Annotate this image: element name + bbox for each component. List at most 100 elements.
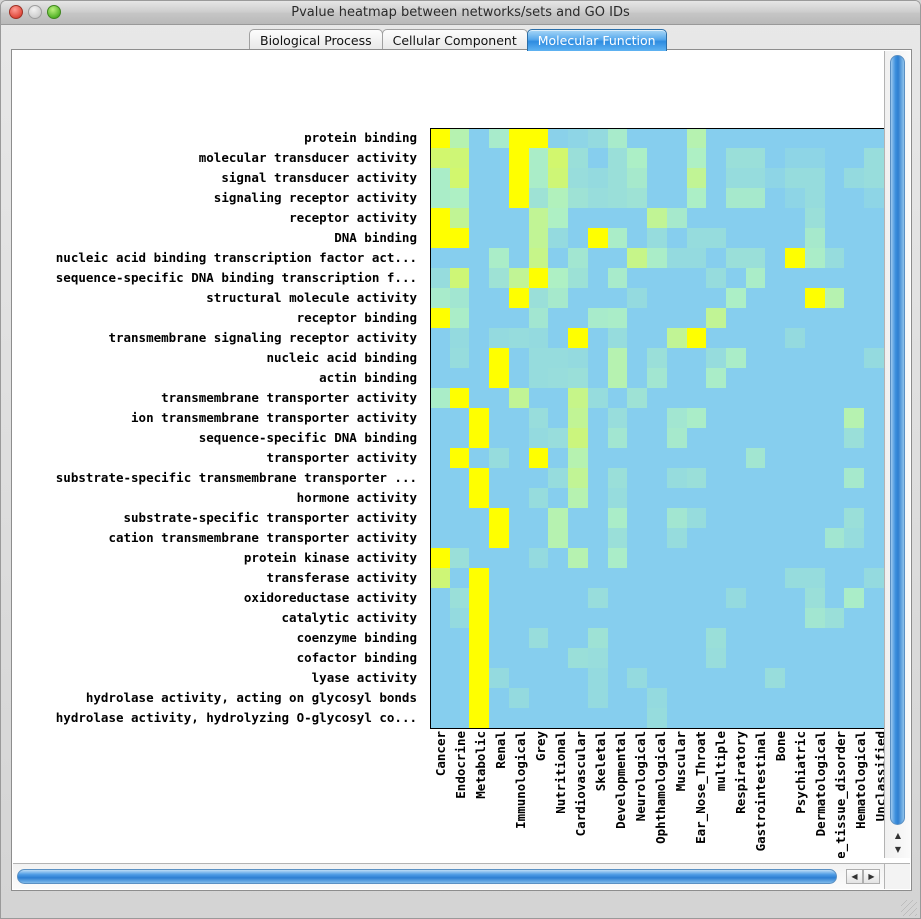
heatmap-cell[interactable] — [449, 368, 470, 388]
heatmap-cell[interactable] — [864, 288, 884, 308]
heatmap-cell[interactable] — [587, 528, 608, 548]
heatmap-cell[interactable] — [508, 628, 529, 648]
heatmap-cell[interactable] — [607, 668, 628, 688]
heatmap-cell[interactable] — [647, 228, 667, 248]
heatmap-cell[interactable] — [607, 368, 628, 388]
heatmap-cell[interactable] — [765, 288, 786, 308]
heatmap-cell[interactable] — [548, 508, 569, 528]
heatmap-cell[interactable] — [508, 648, 529, 668]
heatmap-cell[interactable] — [627, 568, 648, 588]
heatmap-cell[interactable] — [864, 168, 884, 188]
heatmap-cell[interactable] — [804, 488, 825, 508]
heatmap-cell[interactable] — [745, 268, 766, 288]
heatmap-cell[interactable] — [824, 208, 845, 228]
heatmap-cell[interactable] — [785, 608, 805, 628]
heatmap-cell[interactable] — [647, 548, 667, 568]
heatmap-cell[interactable] — [824, 408, 845, 428]
heatmap-cell[interactable] — [844, 528, 865, 548]
heatmap-cell[interactable] — [469, 688, 490, 708]
heatmap-cell[interactable] — [666, 688, 687, 708]
heatmap-cell[interactable] — [706, 708, 727, 728]
heatmap-cell[interactable] — [765, 648, 786, 668]
heatmap-cell[interactable] — [706, 168, 727, 188]
heatmap-cell[interactable] — [804, 708, 825, 728]
heatmap-cell[interactable] — [449, 568, 470, 588]
heatmap-cell[interactable] — [508, 448, 529, 468]
heatmap-cell[interactable] — [430, 308, 450, 328]
heatmap-cell[interactable] — [587, 588, 608, 608]
heatmap-cell[interactable] — [489, 628, 509, 648]
heatmap-cell[interactable] — [864, 688, 884, 708]
heatmap-cell[interactable] — [864, 548, 884, 568]
heatmap-cell[interactable] — [647, 528, 667, 548]
heatmap-cell[interactable] — [627, 368, 648, 388]
heatmap-cell[interactable] — [647, 248, 667, 268]
heatmap-cell[interactable] — [627, 468, 648, 488]
heatmap-cell[interactable] — [765, 208, 786, 228]
heatmap-cell[interactable] — [686, 128, 707, 148]
heatmap-cell[interactable] — [706, 228, 727, 248]
heatmap-cell[interactable] — [706, 428, 727, 448]
heatmap-cell[interactable] — [587, 288, 608, 308]
heatmap-cell[interactable] — [647, 328, 667, 348]
heatmap-cell[interactable] — [745, 188, 766, 208]
heatmap-cell[interactable] — [785, 408, 805, 428]
heatmap-cell[interactable] — [864, 388, 884, 408]
heatmap-cell[interactable] — [706, 528, 727, 548]
heatmap-cell[interactable] — [508, 288, 529, 308]
heatmap-cell[interactable] — [548, 148, 569, 168]
heatmap-cell[interactable] — [864, 328, 884, 348]
heatmap-cell[interactable] — [607, 588, 628, 608]
heatmap-cell[interactable] — [804, 508, 825, 528]
heatmap-cell[interactable] — [469, 648, 490, 668]
heatmap-cell[interactable] — [607, 648, 628, 668]
heatmap-cell[interactable] — [627, 608, 648, 628]
heatmap-cell[interactable] — [528, 328, 549, 348]
heatmap-cell[interactable] — [528, 148, 549, 168]
heatmap-cell[interactable] — [785, 128, 805, 148]
heatmap-cell[interactable] — [508, 608, 529, 628]
heatmap-cell[interactable] — [568, 388, 588, 408]
heatmap-cell[interactable] — [548, 168, 569, 188]
heatmap-cell[interactable] — [548, 328, 569, 348]
heatmap-cell[interactable] — [726, 228, 746, 248]
heatmap-cell[interactable] — [666, 228, 687, 248]
heatmap-cell[interactable] — [607, 488, 628, 508]
heatmap-cell[interactable] — [745, 288, 766, 308]
heatmap-cell[interactable] — [765, 528, 786, 548]
heatmap-cell[interactable] — [508, 408, 529, 428]
heatmap-cell[interactable] — [824, 368, 845, 388]
heatmap-cell[interactable] — [726, 488, 746, 508]
heatmap-cell[interactable] — [864, 348, 884, 368]
heatmap-cell[interactable] — [666, 548, 687, 568]
heatmap-cell[interactable] — [607, 128, 628, 148]
heatmap-cell[interactable] — [804, 328, 825, 348]
heatmap-cell[interactable] — [568, 408, 588, 428]
heatmap-cell[interactable] — [745, 588, 766, 608]
heatmap-cell[interactable] — [568, 328, 588, 348]
heatmap-cell[interactable] — [548, 308, 569, 328]
heatmap-cell[interactable] — [666, 268, 687, 288]
heatmap-cell[interactable] — [430, 288, 450, 308]
heatmap-cell[interactable] — [864, 448, 884, 468]
heatmap-cell[interactable] — [844, 488, 865, 508]
heatmap-cell[interactable] — [844, 268, 865, 288]
heatmap-cell[interactable] — [804, 148, 825, 168]
heatmap-cell[interactable] — [528, 368, 549, 388]
heatmap-cell[interactable] — [449, 708, 470, 728]
heatmap-cell[interactable] — [489, 148, 509, 168]
heatmap-cell[interactable] — [469, 428, 490, 448]
heatmap-cell[interactable] — [824, 288, 845, 308]
heatmap-cell[interactable] — [587, 208, 608, 228]
heatmap-cell[interactable] — [627, 328, 648, 348]
heatmap-cell[interactable] — [785, 348, 805, 368]
heatmap-cell[interactable] — [469, 168, 490, 188]
heatmap-cell[interactable] — [804, 648, 825, 668]
heatmap-cell[interactable] — [745, 708, 766, 728]
heatmap-cell[interactable] — [430, 448, 450, 468]
heatmap-cell[interactable] — [627, 528, 648, 548]
heatmap-cell[interactable] — [528, 268, 549, 288]
heatmap-cell[interactable] — [686, 188, 707, 208]
heatmap-cell[interactable] — [706, 328, 727, 348]
heatmap-cell[interactable] — [469, 208, 490, 228]
